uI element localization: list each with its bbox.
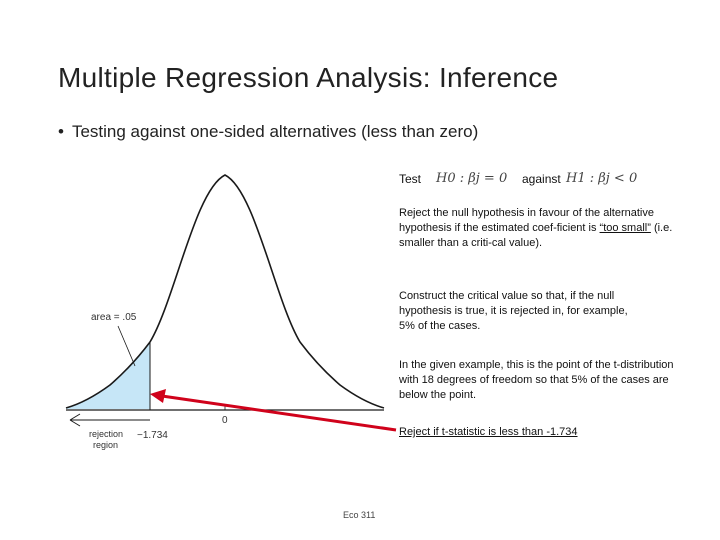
area-callout-line: [117, 325, 136, 367]
reject-text-1: Reject the null hypothesis in favour of …: [399, 207, 654, 234]
bullet-text: Testing against one-sided alternatives (…: [71, 122, 479, 141]
footer: Eco 311: [343, 510, 376, 520]
rejection-region-label-2: region: [93, 440, 118, 450]
reject-rule-text: Reject if t-statistic is less than -1.73…: [399, 426, 578, 438]
zero-label: 0: [222, 415, 228, 426]
construct-paragraph: Construct the critical value so that, if…: [399, 290, 628, 332]
example-paragraph: In the given example, this is the point …: [399, 359, 674, 401]
reject-text-2: (i.e. smaller than a criti-cal value).: [399, 222, 673, 249]
test-label: Test: [399, 172, 422, 186]
rejection-region-shade: [66, 342, 150, 409]
reject-paragraph: Reject the null hypothesis in favour of …: [399, 206, 704, 251]
reject-emphasis: “too small”: [599, 222, 651, 234]
null-hypothesis: H0 : βj = 0: [436, 171, 508, 186]
bullet-dot-icon: •: [58, 122, 64, 141]
arrowhead-left-icon: [69, 413, 81, 427]
rejection-region-label-1: rejection: [89, 429, 123, 439]
red-arrowhead-icon: [150, 389, 166, 403]
red-pointer-arrow: [161, 394, 397, 432]
against-label: against: [522, 172, 561, 186]
slide-title: Multiple Regression Analysis: Inference: [58, 62, 559, 93]
density-curve: [65, 174, 385, 409]
alternative-hypothesis: H1 : βj < 0: [566, 171, 638, 186]
area-label: area = .05: [91, 312, 137, 323]
critical-value-label: −1.734: [137, 430, 168, 441]
reject-rule: Reject if t-statistic is less than -1.73…: [399, 425, 704, 440]
bullet-point: • Testing against one-sided alternatives …: [58, 122, 478, 142]
